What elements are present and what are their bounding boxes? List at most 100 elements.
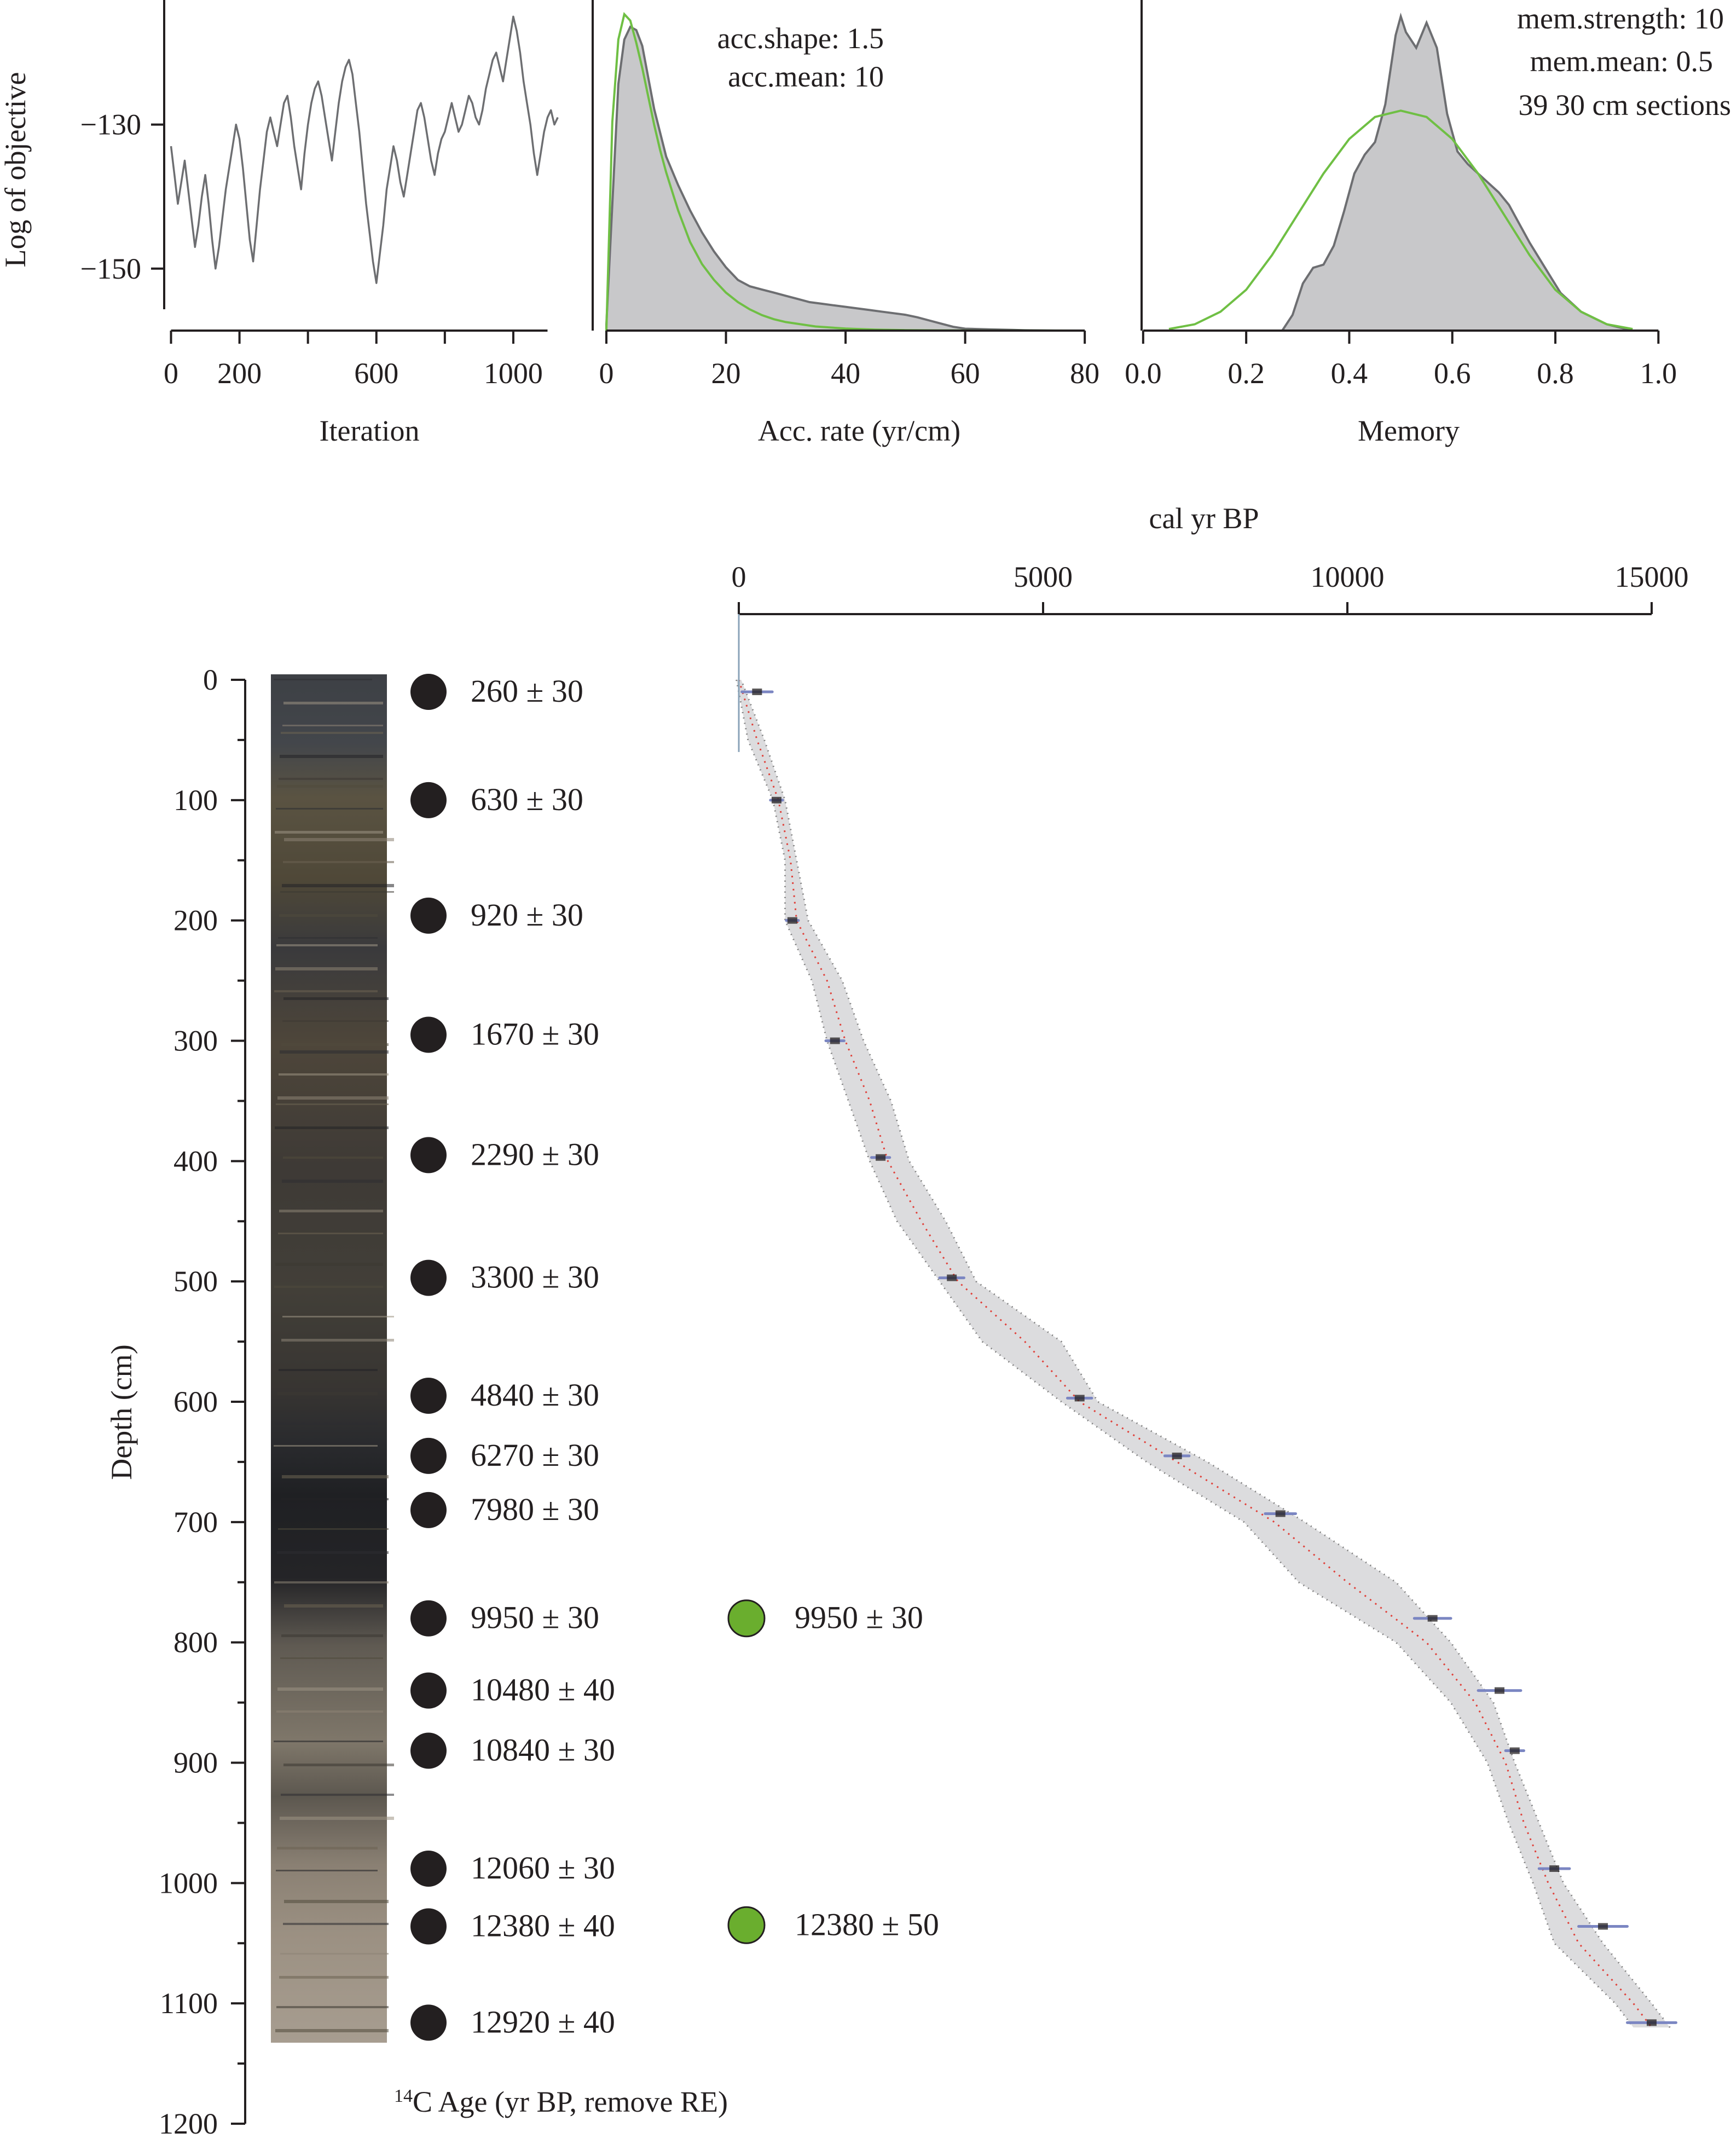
c14-date-label: 12920 ± 40 xyxy=(471,2004,615,2039)
c14-date-dot xyxy=(410,897,447,934)
calibrated-date-density xyxy=(1172,1452,1182,1459)
trace-ylabel: Log of objective xyxy=(0,72,32,268)
c14-column-text: C Age (yr BP, remove RE) xyxy=(413,2085,728,2118)
trace-x-tick-label: 600 xyxy=(354,357,398,390)
depth-y-tick-label: 100 xyxy=(173,784,218,817)
core-streak xyxy=(283,861,394,863)
c14-date-label: 7980 ± 30 xyxy=(471,1492,599,1527)
calibrated-date-density xyxy=(876,1154,886,1161)
mem-mean-annotation: mem.mean: 0.5 xyxy=(1530,45,1713,78)
acc-rate-panel: 0 20 40 60 80 acc.shape: 1.5 acc.mean: 10 Ac… xyxy=(592,0,1099,447)
core-streak xyxy=(278,937,378,939)
calibrated-date-density xyxy=(1509,1747,1520,1754)
reservoir-date-dot xyxy=(727,1599,766,1638)
calibrated-date-density xyxy=(1495,1687,1504,1694)
c14-date-dot xyxy=(410,1908,447,1945)
core-streak xyxy=(283,997,389,1000)
acc-rate-xlabel: Acc. rate (yr/cm) xyxy=(758,414,960,447)
c14-date-dot xyxy=(410,1850,447,1887)
age-x-tick-label: 0 xyxy=(732,560,746,593)
core-streak xyxy=(277,1392,378,1395)
c14-date-dot xyxy=(410,673,447,710)
trace-x-tick-label: 200 xyxy=(217,357,262,390)
calibrated-date-density xyxy=(1549,1865,1560,1872)
core-streak xyxy=(277,785,383,788)
calibrated-date-density xyxy=(1427,1615,1438,1622)
depth-y-tick-label: 500 xyxy=(173,1265,218,1298)
core-streak xyxy=(275,2029,389,2032)
c14-date-label: 4840 ± 30 xyxy=(471,1377,599,1413)
trace-line xyxy=(170,15,559,284)
core-streak xyxy=(275,1422,378,1425)
depth-y-tick-label: 300 xyxy=(173,1025,218,1057)
trace-panel: Log of objective −130 −150 0 200 600 1000 It… xyxy=(0,0,559,447)
calibrated-date-density xyxy=(1598,1923,1608,1930)
c14-date-dot xyxy=(410,1137,447,1174)
memory-posterior-area xyxy=(1280,13,1633,332)
core-streak xyxy=(281,1339,394,1342)
sections-annotation: 39 30 cm sections xyxy=(1519,89,1731,122)
c14-date-label: 260 ± 30 xyxy=(471,673,583,709)
c14-date-label: 2290 ± 30 xyxy=(471,1136,599,1172)
calibrated-date-density xyxy=(1275,1510,1286,1517)
core-streak xyxy=(282,884,394,887)
c14-date-dot xyxy=(410,1016,447,1053)
core-streak xyxy=(275,967,378,970)
calibrated-date-density xyxy=(947,1274,957,1281)
depth-y-tick-label: 200 xyxy=(173,904,218,937)
core-streak xyxy=(279,1369,378,1371)
acc-mean-annotation: acc.mean: 10 xyxy=(728,60,884,93)
age-depth-panel: cal yr BP 0 5000 10000 15000 Depth (cm) 0 10… xyxy=(105,502,1689,2140)
core-streak xyxy=(282,725,383,726)
mem-strength-annotation: mem.strength: 10 xyxy=(1517,2,1724,35)
depth-y-tick-label: 1100 xyxy=(160,1987,218,2020)
acc-rate-x-tick-label: 40 xyxy=(831,357,860,390)
core-streak xyxy=(274,1445,378,1447)
core-streak xyxy=(281,1043,389,1046)
depth-ylabel: Depth (cm) xyxy=(105,1344,138,1479)
core-streak xyxy=(279,778,383,780)
core-streak xyxy=(284,838,394,841)
core-streak xyxy=(281,732,383,734)
memory-x-tick-label: 0.0 xyxy=(1125,357,1162,390)
core-streak xyxy=(284,1604,383,1608)
c14-date-label: 1670 ± 30 xyxy=(471,1016,599,1052)
c14-date-label: 9950 ± 30 xyxy=(471,1600,599,1635)
c14-date-dot xyxy=(410,1600,447,1637)
core-streak xyxy=(277,1847,378,1849)
memory-prior-curve xyxy=(1168,109,1633,331)
core-streak xyxy=(276,1103,389,1105)
core-streak xyxy=(283,1157,383,1159)
memory-x-tick-label: 0.2 xyxy=(1228,357,1265,390)
core-streak xyxy=(282,1475,389,1478)
age-x-tick-label: 5000 xyxy=(1014,560,1073,593)
core-streak xyxy=(283,1923,389,1925)
depth-y-tick-label: 600 xyxy=(173,1385,218,1418)
core-streak xyxy=(283,702,383,704)
core-streak xyxy=(276,944,378,946)
c14-date-dot xyxy=(410,1732,447,1769)
core-streak xyxy=(276,1710,383,1713)
core-streak xyxy=(276,1870,378,1871)
core-streak xyxy=(274,990,378,992)
core-streak xyxy=(280,755,383,758)
c14-date-dot xyxy=(410,1492,447,1528)
acc-rate-posterior-area xyxy=(605,25,1085,332)
depth-y-tick-label: 900 xyxy=(173,1747,218,1779)
calibrated-date-density xyxy=(771,796,781,804)
core-streak xyxy=(277,1551,389,1554)
core-streak xyxy=(276,2006,389,2008)
core-streak xyxy=(282,1020,389,1022)
trace-xlabel: Iteration xyxy=(320,414,420,447)
c14-date-label: 10840 ± 30 xyxy=(471,1732,615,1768)
acc-shape-annotation: acc.shape: 1.5 xyxy=(717,22,884,55)
trace-y-tick-label: −130 xyxy=(80,108,141,141)
core-streak xyxy=(284,1900,389,1903)
core-streak xyxy=(280,891,394,893)
c14-date-label: 920 ± 30 xyxy=(471,897,583,933)
c14-date-label: 6270 ± 30 xyxy=(471,1437,599,1473)
core-streak xyxy=(281,1794,394,1796)
core-streak xyxy=(280,1050,389,1054)
acc-rate-x-tick-label: 60 xyxy=(951,357,980,390)
c14-date-label: 12380 ± 40 xyxy=(471,1908,615,1943)
